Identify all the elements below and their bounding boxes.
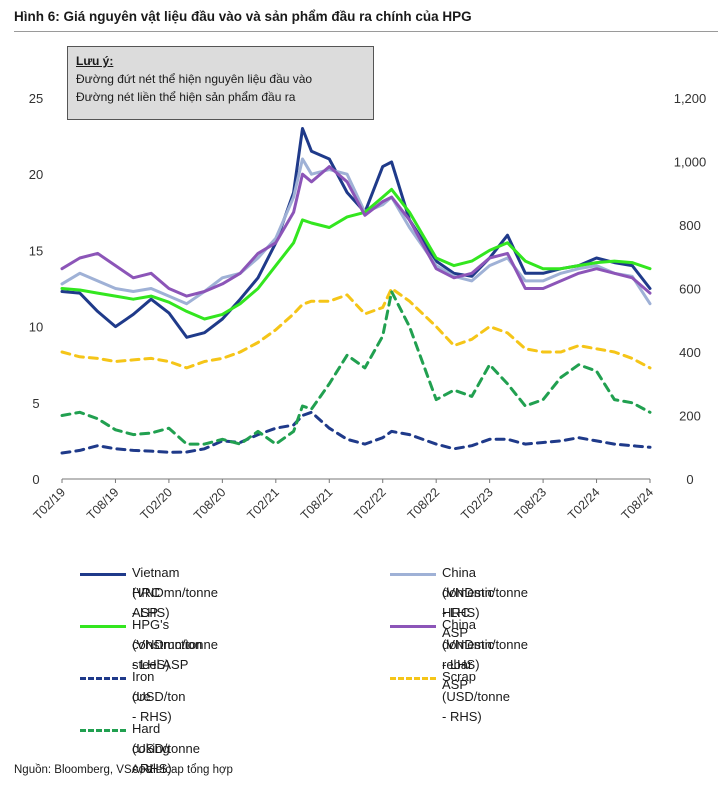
x-tick-label: T08/22: [405, 485, 442, 522]
x-tick-label: T08/21: [298, 485, 335, 522]
series-line-hpg-s-construction-steel-asp: [60, 187, 652, 321]
y-left-tick-label: 0: [32, 472, 39, 487]
x-tick-label: T02/23: [458, 485, 495, 522]
series-group: [60, 127, 652, 455]
y-left-tick-label: 10: [29, 320, 43, 335]
x-tick-label: T02/24: [565, 485, 602, 522]
title-divider: [14, 31, 718, 32]
x-tick-label: T08/19: [84, 485, 121, 522]
y-right-tick-label: 800: [679, 218, 701, 233]
series-line-china-domestic-rebar-asp: [60, 165, 652, 298]
legend-swatch-china-domestic-rebar-asp: [390, 625, 436, 628]
legend-unit-iron-ore: (USD/ton - RHS): [132, 689, 186, 724]
note-line-dashed: Đường đứt nét thể hiện nguyên liệu đầu v…: [76, 72, 313, 86]
chart-title: Hình 6: Giá nguyên vật liệu đầu vào và s…: [14, 9, 472, 24]
y-right-tick-label: 600: [679, 282, 701, 297]
legend-label-hard-coking-coal: Hard coking coal: [132, 721, 170, 776]
legend-label-china-domestic-hrc-asp: China domestic HRC ASP: [442, 565, 495, 640]
series-line-hard-coking-coal: [60, 290, 652, 446]
note-heading: Lưu ý:: [76, 54, 114, 68]
legend-swatch-hard-coking-coal: [80, 729, 126, 732]
y-right-tick-label: 1,000: [674, 155, 707, 170]
legend-label-hpg-s-construction-steel-asp: HPG's construction steel ASP: [132, 617, 203, 672]
y-right-tick-label: 0: [686, 472, 693, 487]
legend-swatch-iron-ore: [80, 677, 126, 680]
legend-label-vietnam-hrc-asp: Vietnam HRC ASP: [132, 565, 180, 620]
line-chart: 0 5 10 15 20 25 0 200 400 600 800 1,000 1,200 T02/19 T…: [29, 91, 707, 523]
legend-unit-hpg-s-construction-steel-asp: (VNDmn/tonne - LHS): [132, 637, 218, 672]
y-right-tick-label: 400: [679, 345, 701, 360]
x-tick-label: T02/19: [31, 485, 68, 522]
y-right-tick-label: 200: [679, 409, 701, 424]
legend-label-iron-ore: Iron ore: [132, 669, 155, 704]
x-tick-label: T08/24: [619, 485, 656, 522]
y-left-tick-label: 20: [29, 167, 43, 182]
legend-swatch-scrap: [390, 677, 436, 680]
legend-unit-scrap: (USD/tonne - RHS): [442, 689, 510, 724]
legend-swatch-hpg-s-construction-steel-asp: [80, 625, 126, 628]
legend-label-scrap: Scrap: [442, 669, 476, 684]
axes: 0 5 10 15 20 25 0 200 400 600 800 1,000 1,200 T02/19 T…: [29, 91, 707, 523]
note-line-solid: Đường nét liền thể hiện sản phẩm đầu ra: [76, 90, 296, 104]
y-left-tick-label: 25: [29, 91, 43, 106]
x-tick-label: T02/21: [245, 485, 282, 522]
series-line-scrap: [60, 287, 652, 370]
y-right-tick-label: 1,200: [674, 91, 707, 106]
series-line-iron-ore: [60, 410, 652, 455]
x-tick-label: T02/20: [138, 485, 175, 522]
source-note: Nguồn: Bloomberg, VSA, Vietcap tổng hợp: [14, 764, 233, 776]
legend-unit-vietnam-hrc-asp: (VNDmn/tonne - LHS): [132, 585, 218, 620]
series-line-china-domestic-hrc-asp: [60, 157, 652, 306]
note-box: Lưu ý: Đường đứt nét thể hiện nguyên liệ…: [67, 46, 374, 120]
x-tick-label: T08/23: [512, 485, 549, 522]
legend-label-china-domestic-rebar-asp: China domestic rebar ASP: [442, 617, 495, 692]
x-tick-label: T02/22: [351, 485, 388, 522]
x-tick-label: T08/20: [191, 485, 228, 522]
legend-swatch-vietnam-hrc-asp: [80, 573, 126, 576]
legend-unit-hard-coking-coal: (USD/tonne - RHS): [132, 741, 200, 776]
y-left-tick-label: 15: [29, 243, 43, 258]
legend-unit-china-domestic-rebar-asp: (VNDmn/tonne - LHS): [442, 637, 528, 672]
legend-swatch-china-domestic-hrc-asp: [390, 573, 436, 576]
y-left-tick-label: 5: [32, 396, 39, 411]
series-line-vietnam-hrc-asp: [60, 127, 652, 339]
legend-unit-china-domestic-hrc-asp: (VNDmn/tonne - LHS): [442, 585, 528, 620]
